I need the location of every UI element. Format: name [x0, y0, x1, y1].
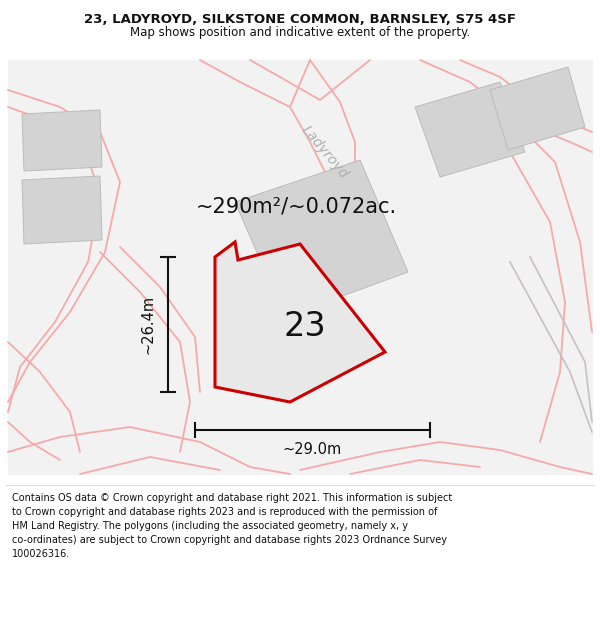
Polygon shape: [215, 242, 385, 402]
Text: Contains OS data © Crown copyright and database right 2021. This information is : Contains OS data © Crown copyright and d…: [12, 494, 452, 559]
Polygon shape: [22, 176, 102, 244]
Text: ~29.0m: ~29.0m: [283, 442, 342, 458]
Text: 23: 23: [284, 311, 326, 344]
Text: ~290m²/~0.072ac.: ~290m²/~0.072ac.: [196, 197, 397, 217]
Polygon shape: [22, 110, 102, 171]
Polygon shape: [415, 82, 525, 177]
Text: ~26.4m: ~26.4m: [141, 295, 156, 354]
Text: Ladyroyd: Ladyroyd: [299, 122, 351, 181]
Polygon shape: [490, 67, 585, 150]
Polygon shape: [235, 160, 408, 317]
Text: 23, LADYROYD, SILKSTONE COMMON, BARNSLEY, S75 4SF: 23, LADYROYD, SILKSTONE COMMON, BARNSLEY…: [84, 13, 516, 26]
Text: Map shows position and indicative extent of the property.: Map shows position and indicative extent…: [130, 26, 470, 39]
